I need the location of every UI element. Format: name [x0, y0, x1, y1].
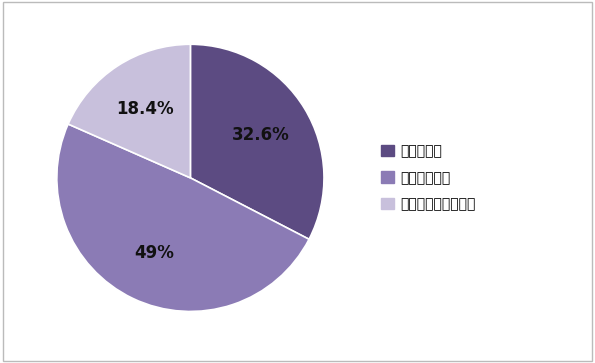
- Wedge shape: [57, 124, 309, 311]
- Text: 32.6%: 32.6%: [232, 126, 290, 144]
- Legend: 知っていた, 知らなかった, 考えた事も無かった: 知っていた, 知らなかった, 考えた事も無かった: [381, 144, 476, 211]
- Wedge shape: [68, 44, 190, 178]
- Text: 18.4%: 18.4%: [117, 99, 174, 118]
- Text: 49%: 49%: [134, 244, 174, 262]
- Wedge shape: [190, 44, 324, 239]
